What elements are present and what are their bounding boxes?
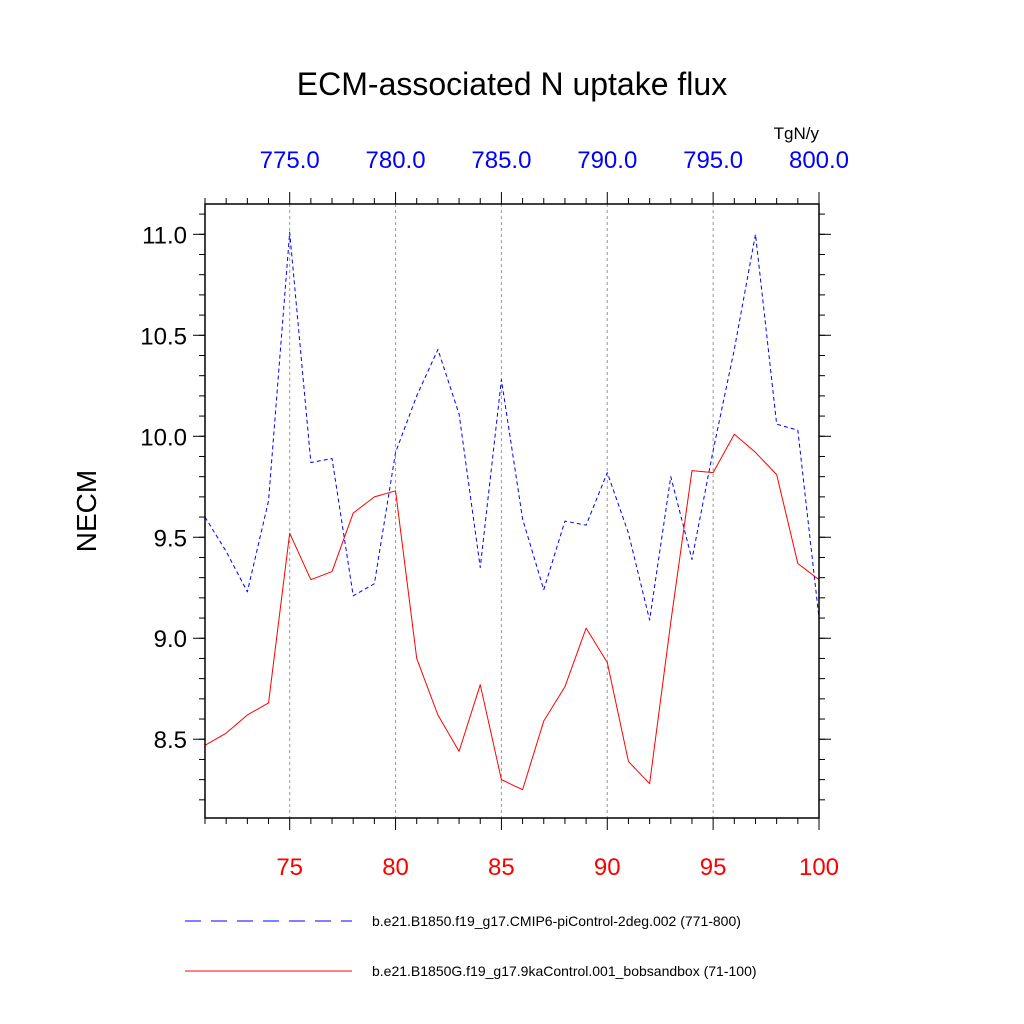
y-tick-label: 10.0: [140, 424, 187, 451]
x-bottom-tick-label: 95: [700, 854, 727, 881]
y-tick-label: 8.5: [154, 727, 187, 754]
series-line-piControl: [204, 231, 820, 621]
x-bottom-tick-label: 90: [594, 854, 621, 881]
y-tick-label: 9.0: [154, 626, 187, 653]
plot-border: [204, 203, 820, 819]
legend: b.e21.B1850.f19_g17.CMIP6-piControl-2deg…: [185, 913, 757, 979]
x-top-tick-label: 785.0: [471, 147, 531, 174]
units-label: TgN/y: [774, 124, 820, 143]
x-bottom-tick-label: 100: [799, 854, 839, 881]
x-top-tick-label: 790.0: [577, 147, 637, 174]
x-bottom-tick-label: 85: [488, 854, 515, 881]
x-bottom-tick-label: 80: [382, 854, 409, 881]
axes: 8.5 9.0 9.5 10.0 10.5 11.0 75 80 85 90 95 100 775.0 7…: [140, 147, 849, 881]
x-bottom-tick-label: 75: [276, 854, 303, 881]
vertical-gridlines: [289, 204, 714, 818]
y-axis-label: NECM: [71, 470, 102, 552]
legend-label-piControl: b.e21.B1850.f19_g17.CMIP6-piControl-2deg…: [372, 913, 741, 929]
y-tick-label: 9.5: [154, 525, 187, 552]
x-top-tick-label: 800.0: [789, 147, 849, 174]
x-top-tick-label: 795.0: [683, 147, 743, 174]
y-tick-label: 10.5: [140, 323, 187, 350]
x-top-tick-label: 780.0: [366, 147, 426, 174]
y-tick-label: 11.0: [142, 222, 187, 249]
chart-title: ECM-associated N uptake flux: [297, 66, 727, 102]
series-lines: [204, 231, 820, 791]
x-top-tick-label: 775.0: [260, 147, 320, 174]
series-line-9kaControl: [204, 433, 820, 791]
legend-label-9kaControl: b.e21.B1850G.f19_g17.9kaControl.001_bobs…: [372, 963, 757, 979]
